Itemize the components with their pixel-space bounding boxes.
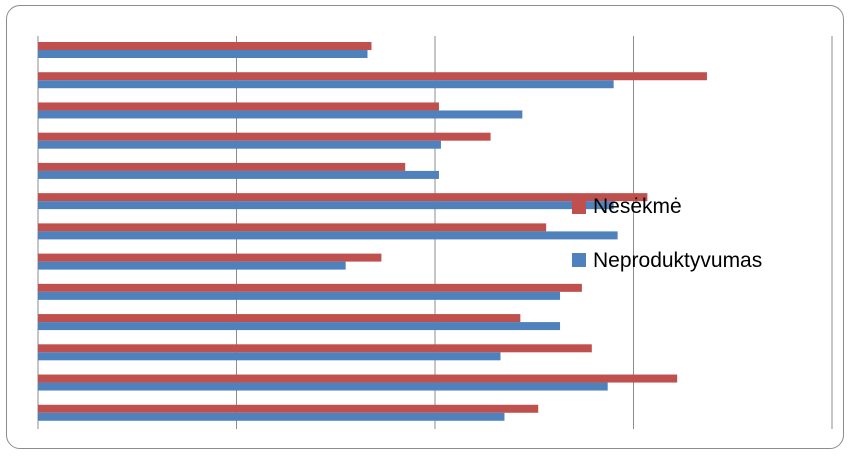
bar-nesekme-4	[38, 132, 491, 141]
bar-nesekme-2	[38, 72, 707, 81]
bar-nesekme-8	[38, 253, 382, 262]
bar-neproduktyvumas-4	[38, 140, 441, 149]
bar-neproduktyvumas-12	[38, 382, 608, 391]
bar-neproduktyvumas-3	[38, 110, 523, 119]
bar-neproduktyvumas-11	[38, 352, 501, 361]
legend: Nesėkmė Neproduktyvumas	[572, 195, 762, 272]
bar-nesekme-9	[38, 283, 582, 292]
bar-nesekme-7	[38, 223, 547, 232]
legend-label-nesekme: Nesėkmė	[593, 195, 682, 218]
bar-nesekme-10	[38, 314, 521, 323]
bar-nesekme-5	[38, 162, 406, 171]
bar-nesekme-3	[38, 102, 439, 111]
bar-neproduktyvumas-2	[38, 80, 614, 89]
bar-neproduktyvumas-13	[38, 412, 505, 421]
bar-neproduktyvumas-7	[38, 231, 618, 240]
bar-nesekme-12	[38, 374, 678, 383]
bar-neproduktyvumas-1	[38, 50, 368, 58]
bar-nesekme-13	[38, 404, 539, 413]
bar-nesekme-6	[38, 193, 648, 202]
legend-swatch-nesekme	[572, 200, 586, 214]
bar-neproduktyvumas-8	[38, 261, 346, 270]
bar-neproduktyvumas-9	[38, 291, 561, 300]
bar-nesekme-11	[38, 344, 592, 353]
legend-label-neproduktyvumas: Neproduktyvumas	[593, 249, 762, 272]
bar-neproduktyvumas-6	[38, 201, 614, 210]
bars-layer	[38, 42, 707, 421]
legend-swatch-neproduktyvumas	[572, 253, 586, 267]
bar-nesekme-1	[38, 42, 372, 50]
bar-neproduktyvumas-5	[38, 170, 439, 179]
bar-neproduktyvumas-10	[38, 322, 561, 331]
